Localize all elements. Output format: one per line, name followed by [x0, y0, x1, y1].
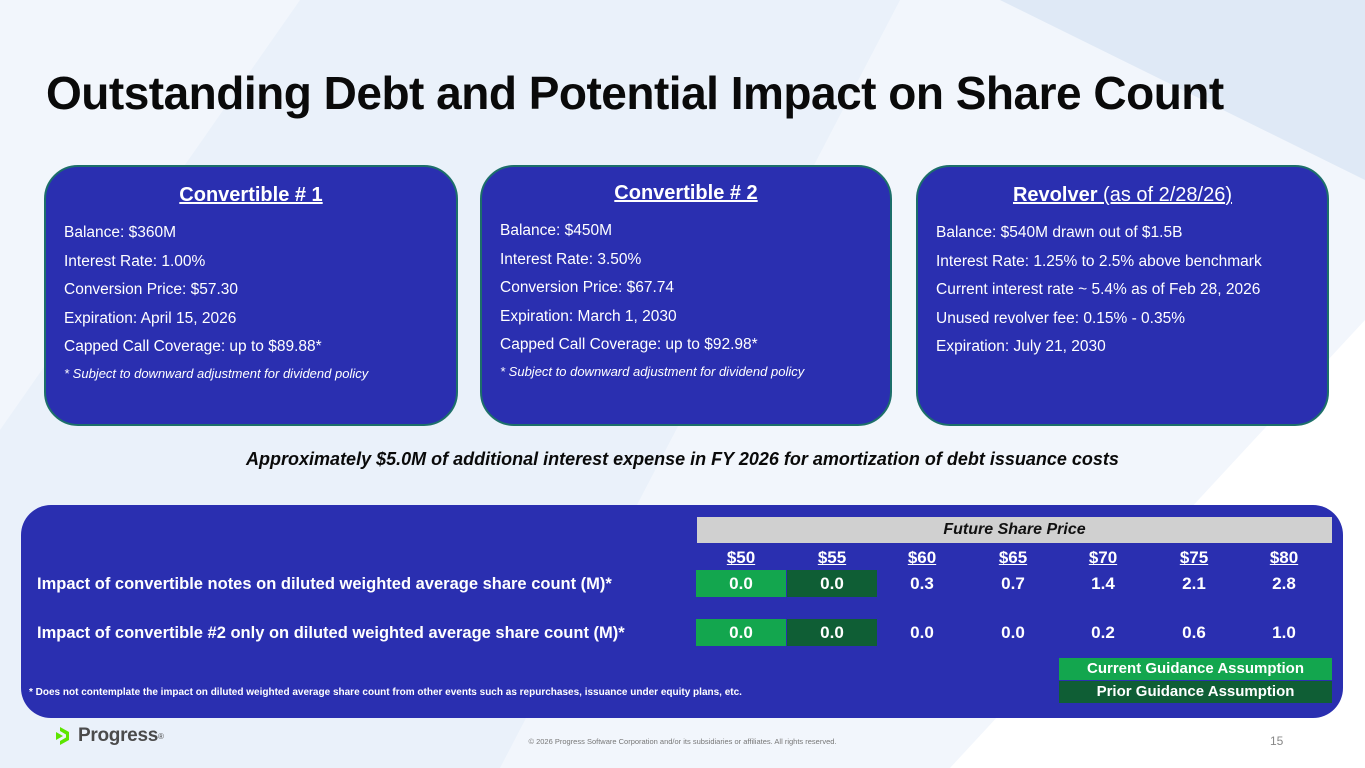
price-header: $75 — [1179, 548, 1209, 567]
card-title: Convertible # 1 — [179, 184, 323, 206]
table-cell: 0.0 — [787, 619, 877, 646]
card-note: * Subject to downward adjustment for div… — [64, 365, 369, 381]
page-title: Outstanding Debt and Potential Impact on… — [46, 67, 1224, 119]
table-cell: 0.0 — [1001, 623, 1025, 642]
convertible-2-card: Convertible # 2 Balance: $450M Interest … — [480, 165, 892, 426]
card-title: Revolver (as of 2/28/26) — [918, 184, 1327, 207]
table-cell: 2.8 — [1272, 574, 1296, 593]
table-footnote: * Does not contemplate the impact on dil… — [29, 687, 742, 698]
card-line: Balance: $360M — [64, 224, 177, 241]
convertible-1-card: Convertible # 1 Balance: $360M Interest … — [44, 165, 458, 426]
table-cell: 1.4 — [1091, 574, 1115, 593]
card-note: * Subject to downward adjustment for div… — [500, 363, 805, 379]
card-line: Expiration: July 21, 2030 — [936, 338, 1106, 355]
price-header: $70 — [1088, 548, 1118, 567]
table-cell: 0.7 — [1001, 574, 1025, 593]
revolver-date: (as of 2/28/26) — [1097, 184, 1233, 206]
interest-expense-note: Approximately $5.0M of additional intere… — [246, 449, 1119, 469]
card-line: Interest Rate: 1.00% — [64, 252, 206, 270]
card-line: Interest Rate: 1.25% to 2.5% above bench… — [936, 252, 1262, 270]
card-line: Unused revolver fee: 0.15% - 0.35% — [936, 309, 1185, 327]
card-title: Convertible # 2 — [614, 182, 758, 204]
progress-logo-text: Progress — [78, 725, 158, 746]
future-share-price-header: Future Share Price — [697, 517, 1332, 543]
legend-current-guidance: Current Guidance Assumption — [1059, 658, 1332, 680]
table-cell: 0.0 — [787, 570, 877, 597]
card-line: Conversion Price: $57.30 — [64, 281, 239, 298]
row-label: Impact of convertible notes on diluted w… — [37, 575, 612, 593]
card-line: Conversion Price: $67.74 — [500, 279, 675, 296]
price-header: $50 — [726, 548, 756, 567]
legend-prior-guidance: Prior Guidance Assumption — [1059, 681, 1332, 703]
revolver-card: Revolver (as of 2/28/26) Balance: $540M … — [916, 165, 1329, 426]
price-header: $60 — [907, 548, 937, 567]
page-number: 15 — [1270, 734, 1284, 748]
table-cell: 1.0 — [1272, 623, 1296, 642]
card-line: Balance: $450M — [500, 222, 613, 239]
table-cell: 0.6 — [1182, 623, 1206, 642]
table-cell: 0.0 — [910, 623, 934, 642]
card-line: Current interest rate ~ 5.4% as of Feb 2… — [936, 281, 1261, 298]
table-cell: 0.0 — [696, 570, 786, 597]
table-cell: 0.2 — [1091, 623, 1115, 642]
row-label: Impact of convertible #2 only on diluted… — [37, 624, 625, 642]
progress-logo: Progress ® — [56, 725, 164, 747]
card-line: Capped Call Coverage: up to $89.88* — [64, 338, 322, 355]
progress-logo-icon — [56, 727, 69, 745]
price-header: $55 — [817, 548, 847, 567]
table-cell: 0.3 — [910, 574, 934, 593]
card-line: Expiration: April 15, 2026 — [64, 309, 237, 327]
table-cell: 2.1 — [1182, 574, 1206, 593]
card-line: Interest Rate: 3.50% — [500, 250, 642, 268]
card-line: Balance: $540M drawn out of $1.5B — [936, 224, 1183, 241]
card-line: Capped Call Coverage: up to $92.98* — [500, 336, 758, 353]
table-cell: 0.0 — [696, 619, 786, 646]
price-header: $65 — [998, 548, 1028, 567]
revolver-title: Revolver — [1012, 184, 1098, 206]
copyright: © 2026 Progress Software Corporation and… — [528, 737, 837, 746]
registered-mark-icon: ® — [157, 731, 164, 741]
card-line: Expiration: March 1, 2030 — [500, 307, 677, 325]
price-header: $80 — [1269, 548, 1299, 567]
